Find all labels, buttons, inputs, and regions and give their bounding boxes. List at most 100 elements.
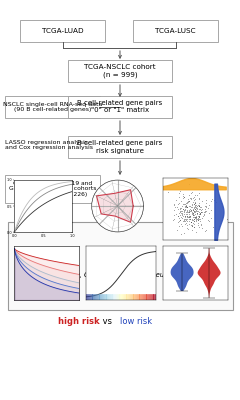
FancyBboxPatch shape (20, 20, 105, 42)
Text: TCGA-NSCLC cohort
(n = 999): TCGA-NSCLC cohort (n = 999) (84, 64, 156, 78)
Point (196, 217, 200, 223)
FancyBboxPatch shape (5, 96, 100, 118)
Point (186, 210, 189, 217)
Point (191, 220, 195, 226)
Point (193, 215, 197, 222)
Point (197, 213, 201, 219)
Point (197, 208, 200, 214)
Point (188, 216, 192, 222)
Point (197, 212, 201, 219)
Point (204, 203, 208, 209)
Point (183, 214, 187, 220)
Point (192, 218, 196, 224)
Point (192, 208, 196, 214)
Point (193, 208, 197, 214)
Point (197, 202, 201, 209)
Point (181, 193, 185, 199)
Point (179, 188, 182, 194)
Text: GSE37745, GSE36219 and
GSE31210 validation cohorts
(n = 196, 148 and 226): GSE37745, GSE36219 and GSE31210 validati… (9, 181, 96, 197)
Point (207, 217, 210, 223)
Point (198, 204, 202, 210)
Point (193, 200, 197, 206)
Point (176, 219, 180, 226)
Point (198, 214, 201, 220)
Point (186, 204, 189, 210)
FancyBboxPatch shape (8, 222, 233, 310)
Point (209, 198, 213, 204)
Point (184, 204, 188, 211)
Point (184, 203, 188, 209)
Point (196, 216, 200, 222)
Text: TCGA-LUAD: TCGA-LUAD (42, 28, 83, 34)
Point (200, 198, 204, 204)
Point (193, 199, 197, 206)
Point (196, 214, 200, 221)
Point (201, 213, 205, 220)
Point (190, 227, 194, 234)
Point (175, 204, 179, 210)
Point (199, 221, 203, 228)
Point (184, 209, 188, 215)
Point (184, 210, 188, 217)
Point (192, 205, 196, 212)
Point (178, 216, 182, 223)
Point (179, 198, 183, 204)
Point (183, 204, 186, 210)
Point (181, 195, 185, 202)
Point (196, 202, 199, 208)
Point (207, 202, 211, 208)
Point (187, 207, 191, 213)
Point (194, 214, 198, 220)
Point (194, 207, 198, 213)
Point (191, 217, 194, 223)
Point (194, 205, 198, 212)
Point (193, 206, 197, 212)
Point (180, 211, 184, 218)
Point (176, 213, 180, 219)
Point (187, 214, 191, 220)
Point (196, 222, 200, 228)
Point (183, 206, 187, 213)
Point (186, 198, 190, 204)
Point (198, 211, 202, 218)
Point (182, 208, 186, 214)
Point (190, 210, 194, 216)
Point (199, 208, 203, 215)
Point (195, 210, 198, 217)
Point (203, 228, 207, 234)
Point (200, 206, 204, 212)
Point (194, 208, 198, 214)
Point (192, 208, 196, 214)
Point (179, 210, 182, 216)
Point (191, 202, 194, 208)
Point (198, 210, 202, 216)
Point (193, 214, 197, 220)
Point (185, 213, 189, 220)
Point (177, 210, 181, 216)
Point (198, 196, 201, 202)
Point (185, 200, 189, 206)
Point (179, 205, 183, 211)
Point (193, 214, 197, 220)
Point (189, 206, 192, 213)
Point (192, 206, 195, 213)
Point (196, 212, 200, 219)
Point (215, 198, 218, 205)
Point (192, 215, 196, 222)
Point (189, 195, 193, 201)
Point (188, 208, 192, 214)
Point (184, 220, 188, 226)
Point (187, 198, 191, 204)
Point (185, 202, 188, 209)
Point (191, 210, 195, 217)
Point (193, 196, 197, 203)
Point (186, 222, 189, 228)
Point (187, 192, 191, 198)
Point (191, 206, 195, 212)
Point (207, 218, 211, 225)
Point (207, 210, 210, 216)
Point (191, 212, 195, 218)
Text: NSCLC single-cell RNA-seq data
(90 B cell-related genes): NSCLC single-cell RNA-seq data (90 B cel… (3, 102, 102, 112)
Point (186, 208, 190, 215)
Point (178, 208, 182, 214)
